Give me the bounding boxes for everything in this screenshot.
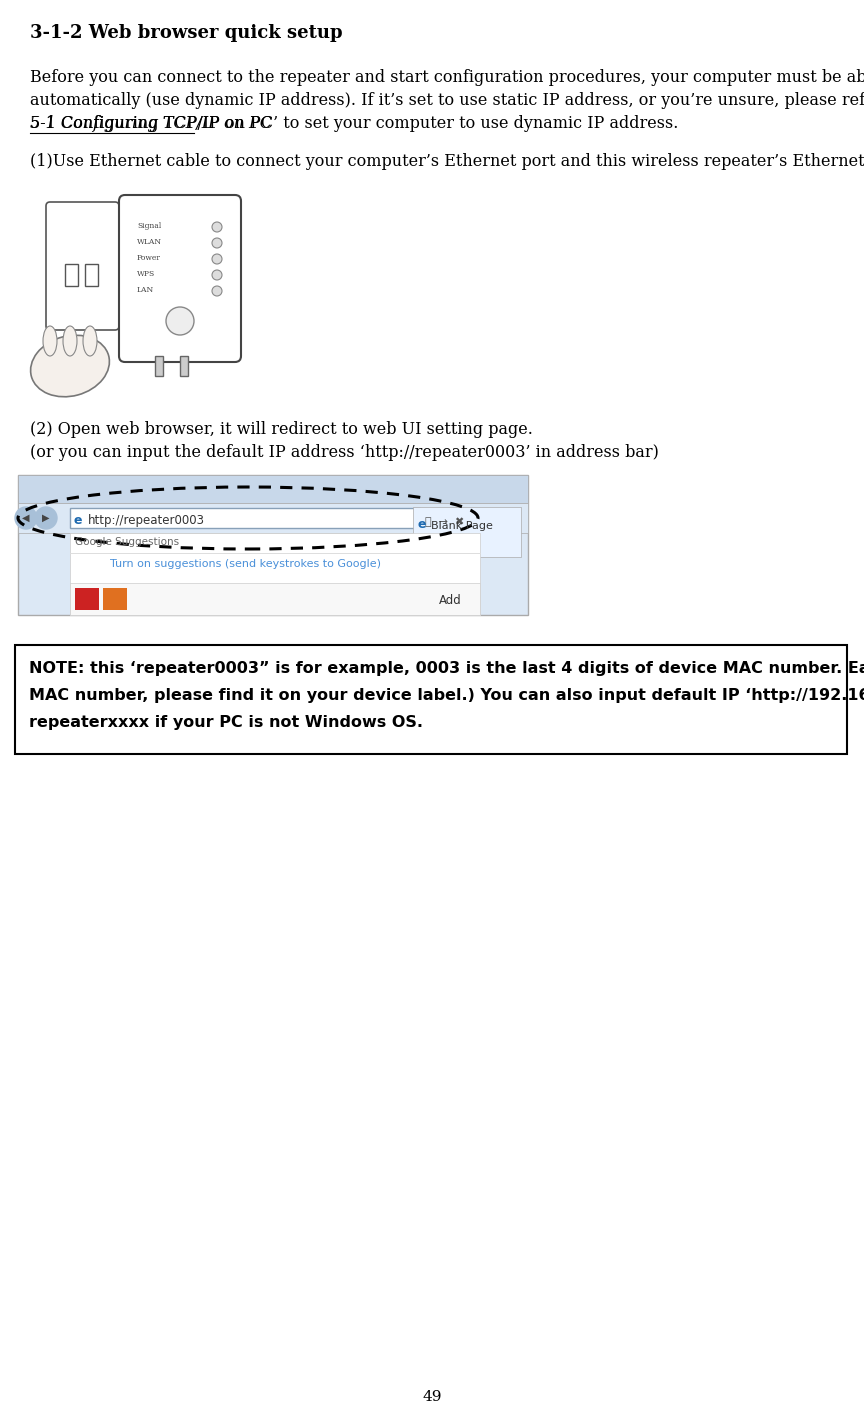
Text: 3-1-2 Web browser quick setup: 3-1-2 Web browser quick setup (30, 24, 343, 43)
Bar (15, 646, 847, 753)
Bar (75, 587, 99, 610)
Circle shape (166, 307, 194, 335)
Text: (2) Open web browser, it will redirect to web UI setting page.: (2) Open web browser, it will redirect t… (30, 421, 533, 438)
Bar (413, 507, 521, 558)
Text: e: e (418, 518, 427, 531)
Circle shape (212, 287, 222, 297)
Text: (1)Use Ethernet cable to connect your computer’s Ethernet port and this wireless: (1)Use Ethernet cable to connect your co… (30, 153, 864, 170)
Bar (155, 356, 163, 376)
Text: e: e (74, 514, 82, 526)
Text: ◀: ◀ (22, 514, 29, 524)
Text: NOTE: this ‘repeater0003” is for example, 0003 is the last 4 digits of device MA: NOTE: this ‘repeater0003” is for example… (29, 661, 864, 675)
Text: automatically (use dynamic IP address). If it’s set to use static IP address, or: automatically (use dynamic IP address). … (30, 92, 864, 109)
Text: Turn on suggestions (send keystrokes to Google): Turn on suggestions (send keystrokes to … (110, 559, 380, 569)
Text: WPS: WPS (137, 270, 156, 278)
Ellipse shape (30, 335, 110, 397)
Text: ▶: ▶ (42, 514, 50, 524)
Text: repeaterxxxx if your PC is not Windows OS.: repeaterxxxx if your PC is not Windows O… (29, 715, 423, 729)
Text: LAN: LAN (137, 287, 155, 294)
Text: Add: Add (439, 595, 461, 607)
Circle shape (15, 507, 37, 529)
Text: 5-1 Configuring TCP/IP on PC: 5-1 Configuring TCP/IP on PC (30, 115, 272, 132)
Text: Blank Page: Blank Page (431, 521, 492, 531)
FancyBboxPatch shape (119, 194, 241, 362)
Ellipse shape (63, 326, 77, 356)
Ellipse shape (83, 326, 97, 356)
Text: Power: Power (137, 254, 161, 263)
Bar (18, 475, 528, 614)
Text: Before you can connect to the repeater and start configuration procedures, your : Before you can connect to the repeater a… (30, 70, 864, 87)
Text: WLAN: WLAN (137, 238, 162, 245)
Bar (70, 583, 480, 614)
Text: Signal: Signal (137, 221, 162, 230)
Text: MAC number, please find it on your device label.) You can also input default IP : MAC number, please find it on your devic… (29, 688, 864, 702)
FancyBboxPatch shape (46, 201, 119, 331)
Ellipse shape (43, 326, 57, 356)
Circle shape (212, 270, 222, 280)
Text: ⌕  →  ✖: ⌕ → ✖ (425, 517, 464, 526)
Circle shape (212, 254, 222, 264)
Bar (70, 508, 420, 528)
Bar (18, 502, 528, 534)
Bar (65, 264, 78, 287)
Text: 5-1 Configuring TCP/IP on PC’ to set your computer to use dynamic IP address.: 5-1 Configuring TCP/IP on PC’ to set you… (30, 115, 678, 132)
Circle shape (212, 238, 222, 248)
Text: http://repeater0003: http://repeater0003 (88, 514, 205, 526)
Text: Google Suggestions: Google Suggestions (75, 536, 179, 546)
Circle shape (212, 221, 222, 231)
Circle shape (35, 507, 57, 529)
Bar (103, 587, 127, 610)
Bar (70, 534, 480, 614)
Bar (180, 356, 188, 376)
Bar (18, 475, 528, 502)
Bar (85, 264, 98, 287)
Text: 49: 49 (422, 1391, 442, 1403)
Text: (or you can input the default IP address ‘http://repeater0003’ in address bar): (or you can input the default IP address… (30, 444, 659, 461)
